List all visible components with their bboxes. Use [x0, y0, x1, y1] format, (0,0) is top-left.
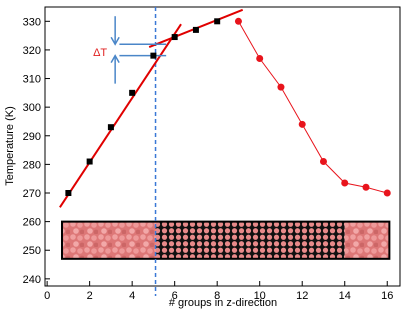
x-axis-label: # groups in z-direction — [169, 297, 277, 309]
data-point — [234, 17, 242, 25]
inset-ordered — [155, 221, 345, 259]
inset-disordered — [62, 221, 156, 259]
data-point — [107, 124, 114, 131]
x-tick-label: 6 — [172, 290, 178, 302]
delta-label: ΔT — [93, 47, 107, 59]
x-tick-label: 14 — [339, 290, 351, 302]
y-tick-label: 310 — [23, 74, 41, 86]
x-tick-label: 16 — [381, 290, 393, 302]
x-tick-label: 12 — [296, 290, 308, 302]
data-point — [298, 120, 306, 128]
y-tick-label: 270 — [23, 188, 41, 200]
inset-border — [61, 220, 391, 260]
data-point — [383, 189, 391, 197]
data-point — [192, 26, 199, 33]
data-point — [86, 158, 93, 165]
data-point — [171, 34, 178, 41]
fit-line — [59, 23, 182, 208]
x-tick-label: 4 — [129, 290, 135, 302]
y-tick-label: 300 — [23, 102, 41, 114]
data-point — [256, 55, 264, 63]
data-point — [341, 179, 349, 187]
y-tick-label: 290 — [23, 131, 41, 143]
data-point — [214, 18, 221, 25]
y-tick-label: 320 — [23, 45, 41, 57]
y-tick-label: 330 — [23, 16, 41, 28]
y-axis-label: Temperature (K) — [4, 106, 16, 185]
y-tick-label: 250 — [23, 245, 41, 257]
data-point — [150, 52, 157, 59]
data-point — [362, 183, 370, 191]
data-point — [277, 83, 285, 91]
x-tick-label: 2 — [87, 290, 93, 302]
series-line — [238, 21, 388, 194]
y-tick-label: 240 — [23, 274, 41, 286]
plot-frame — [44, 6, 401, 287]
data-point — [319, 158, 327, 166]
x-tick-label: 10 — [254, 290, 266, 302]
delta-arrowhead — [110, 54, 120, 64]
delta-arrowhead — [110, 36, 120, 46]
data-point — [65, 190, 72, 196]
y-tick-label: 280 — [23, 159, 41, 171]
inset-disordered-right — [344, 221, 390, 259]
x-tick-label: 8 — [214, 290, 220, 302]
y-tick-label: 260 — [23, 217, 41, 229]
x-tick-label: 0 — [44, 290, 50, 302]
data-point — [129, 89, 136, 96]
